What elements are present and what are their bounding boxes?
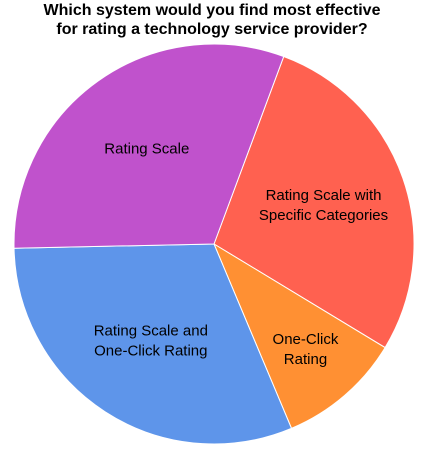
slice-label: Rating Scale and — [94, 322, 208, 339]
slice-label: Rating Scale with — [266, 187, 382, 204]
slice-label: Specific Categories — [259, 207, 388, 224]
pie-slice — [13, 243, 293, 445]
chart-title: for rating a technology service provider… — [56, 21, 367, 38]
pie-slice — [13, 43, 285, 249]
chart-title: Which system would you find most effecti… — [44, 2, 381, 19]
slice-label: Rating Scale — [104, 140, 189, 157]
pie-slice — [213, 55, 415, 349]
pie-slice — [212, 242, 386, 430]
slice-label: One-Click — [273, 331, 339, 348]
slice-label: One-Click Rating — [94, 342, 207, 359]
slice-label: Rating — [284, 351, 327, 368]
